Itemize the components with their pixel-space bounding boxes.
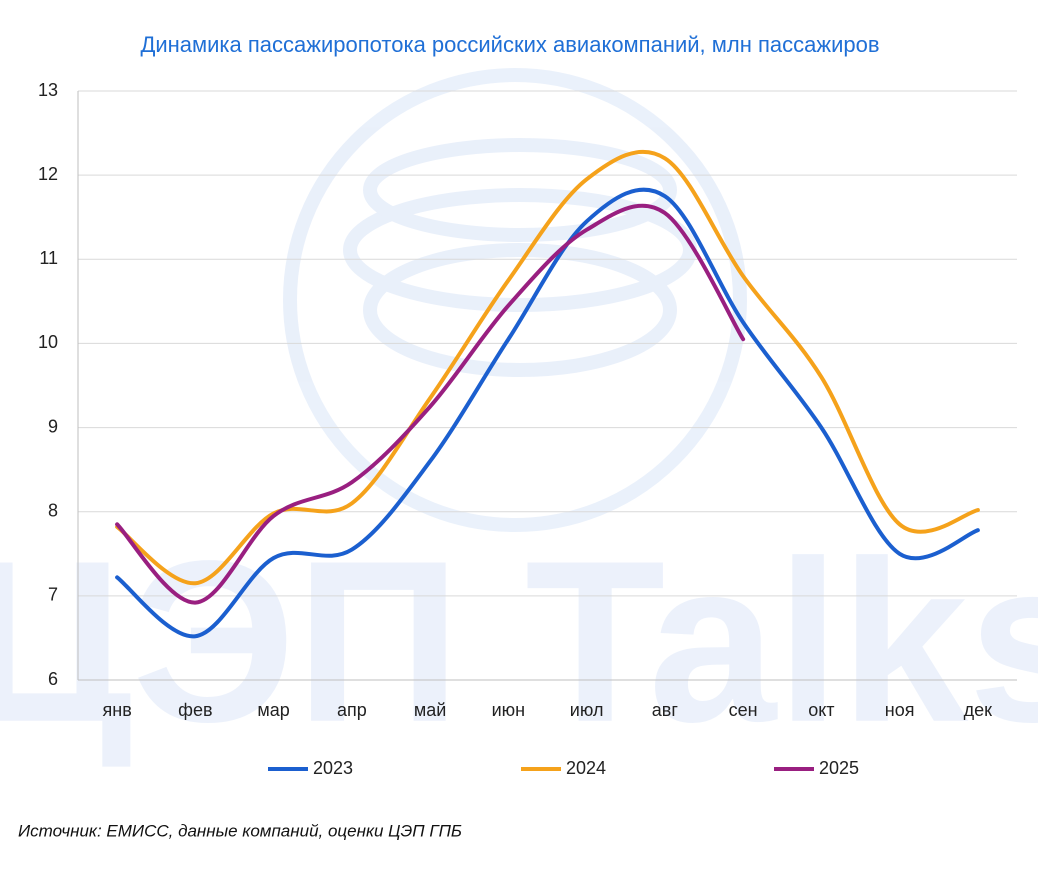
x-tick-label: мар — [257, 700, 289, 720]
chart-title: Динамика пассажиропотока российских авиа… — [140, 32, 879, 57]
x-tick-label: июл — [570, 700, 604, 720]
y-tick-label: 11 — [39, 248, 58, 268]
y-tick-label: 10 — [38, 332, 58, 352]
series-line — [115, 187, 980, 639]
x-tick-label: авг — [652, 700, 679, 720]
legend-label: 2025 — [819, 758, 859, 778]
legend-label: 2023 — [313, 758, 353, 778]
x-tick-label: сен — [729, 700, 758, 720]
legend-label: 2024 — [566, 758, 606, 778]
y-tick-label: 8 — [48, 500, 58, 520]
x-tick-label: окт — [808, 700, 834, 720]
y-tick-label: 9 — [48, 416, 58, 436]
series-line — [115, 203, 746, 605]
watermark-logo — [283, 68, 747, 532]
y-tick-label: 6 — [48, 669, 58, 689]
y-tick-label: 12 — [38, 164, 58, 184]
x-tick-label: май — [414, 700, 446, 720]
x-tick-label: апр — [337, 700, 367, 720]
x-tick-label: дек — [964, 700, 993, 720]
y-tick-label: 13 — [38, 80, 58, 100]
y-tick-label: 7 — [48, 585, 58, 605]
x-tick-label: янв — [103, 700, 132, 720]
watermark: ЦЭП Talks — [0, 513, 1038, 770]
x-tick-label: фев — [178, 700, 212, 720]
x-tick-label: ноя — [885, 700, 915, 720]
series-line — [115, 149, 980, 586]
x-tick-label: июн — [492, 700, 526, 720]
source-note: Источник: ЕМИСС, данные компаний, оценки… — [18, 821, 462, 840]
